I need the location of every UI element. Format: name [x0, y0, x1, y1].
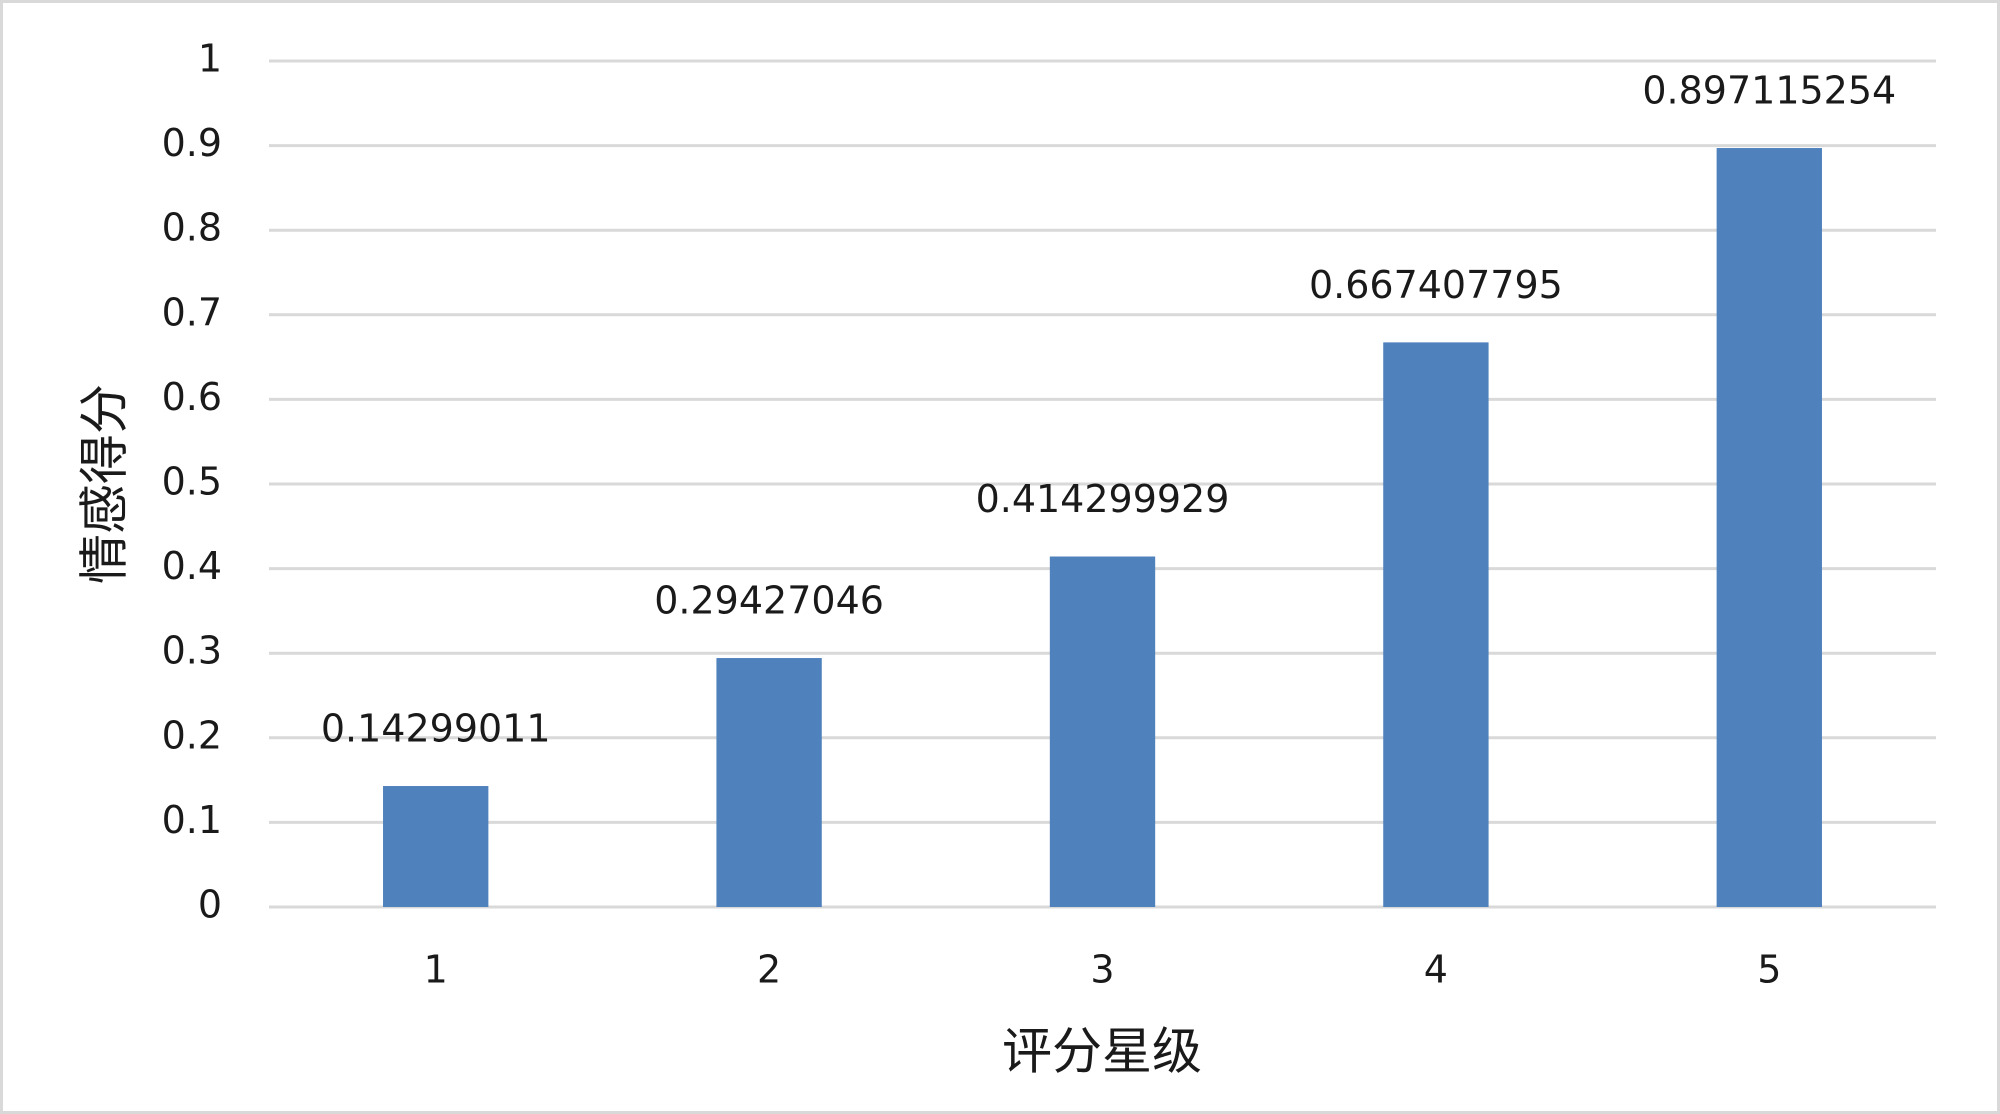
y-tick-label: 1: [198, 37, 222, 81]
x-tick-label: 3: [1090, 948, 1114, 992]
y-tick-label: 0.3: [162, 629, 222, 673]
data-label: 0.414299929: [976, 477, 1230, 521]
x-tick-label: 4: [1424, 948, 1448, 992]
bar: [1049, 556, 1156, 907]
x-tick-label: 2: [757, 948, 781, 992]
y-tick-label: 0.5: [162, 460, 222, 504]
bar: [716, 658, 822, 907]
bar: [1383, 342, 1489, 907]
y-tick-label: 0.8: [162, 206, 222, 250]
data-label: 0.14299011: [321, 707, 551, 751]
data-label: 0.667407795: [1309, 263, 1563, 307]
y-tick-label: 0.9: [162, 121, 222, 165]
y-tick-label: 0: [198, 883, 222, 927]
bar: [383, 786, 489, 907]
x-tick-label: 1: [424, 948, 448, 992]
y-tick-label: 0.4: [162, 544, 222, 588]
x-tick-label: 5: [1757, 948, 1781, 992]
data-label: 0.897115254: [1642, 69, 1896, 113]
bar: [1716, 148, 1822, 907]
x-axis-title: 评分星级: [1002, 1023, 1202, 1081]
y-tick-label: 0.7: [162, 290, 222, 334]
y-axis-title: 情感得分: [76, 384, 134, 584]
y-tick-label: 0.2: [162, 713, 222, 757]
data-label: 0.29427046: [654, 579, 884, 623]
y-tick-label: 0.6: [162, 375, 222, 419]
y-tick-label: 0.1: [162, 798, 222, 842]
